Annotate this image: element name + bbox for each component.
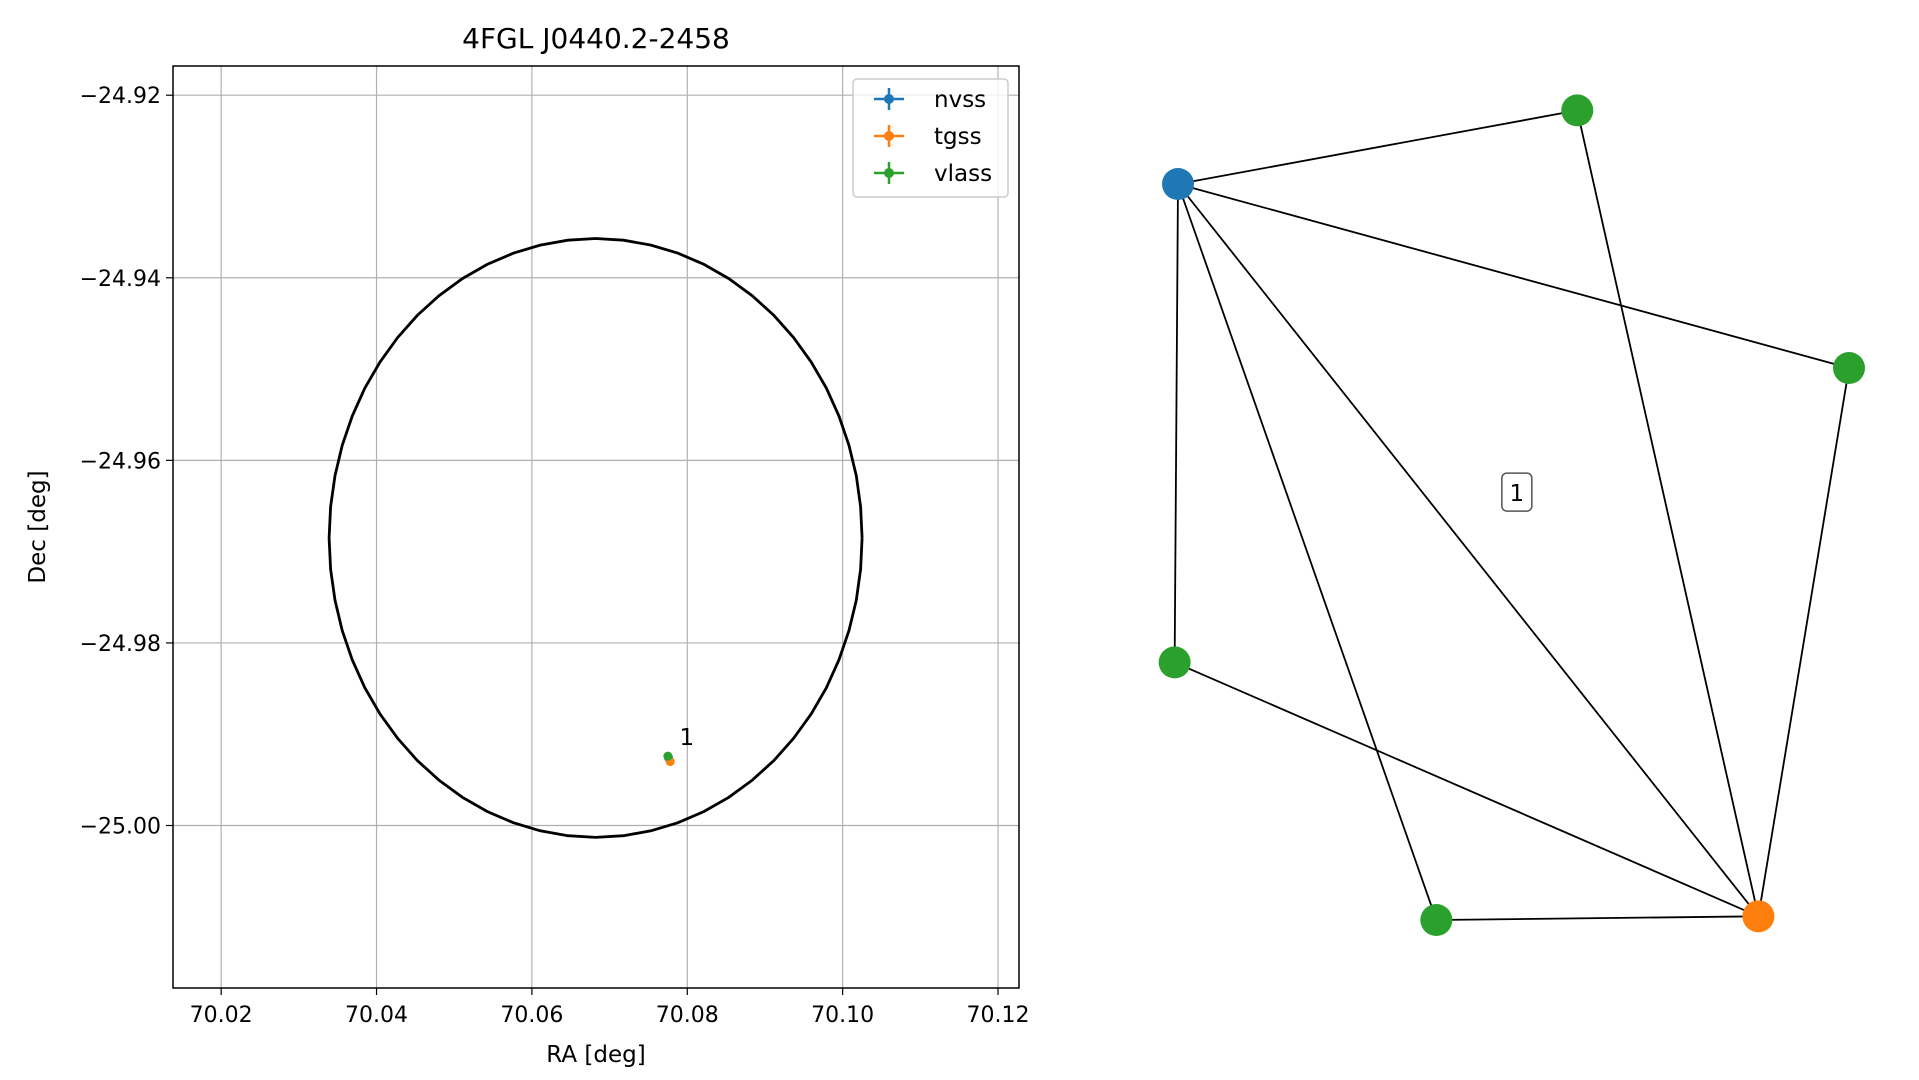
graph-nodes [1158,94,1865,936]
y-axis-label: Dec [deg] [25,470,51,583]
graph-edge [1174,661,1759,918]
graph-node [1561,94,1594,127]
x-tick-label: 70.04 [345,1003,408,1028]
data-point-vlass [663,751,673,761]
graph-label: 1 [1510,481,1525,507]
x-tick-label: 70.10 [811,1003,874,1028]
x-tick-label: 70.08 [656,1003,719,1028]
point-annotation: 1 [680,725,695,751]
legend-frame [852,78,1009,198]
scatter-panel: 70.02 70.04 70.06 70.08 70.10 70.12 −24.92−24… [25,22,1030,1068]
data-points [663,751,675,767]
error-ellipse [327,237,864,839]
y-tick-label: −24.94 [80,267,161,292]
graph-node [1162,168,1194,200]
graph-node [1158,646,1191,679]
graph-label-box [1501,472,1533,512]
graph-edge [1576,110,1760,917]
legend-label-nvss: nvss [934,87,986,113]
graph-node [1420,904,1453,936]
x-tick-label: 70.02 [190,1003,253,1028]
graph-edges [1173,109,1850,921]
chart-title: 4FGL J0440.2-2458 [462,22,730,55]
graph-edge [1757,367,1850,917]
graph-node [1742,900,1775,933]
graph-edge [1177,183,1438,921]
graph-edge [1173,183,1179,663]
ellipse-outline [327,237,864,839]
legend-item-vlass: vlass [874,161,992,187]
legend-label-vlass: vlass [934,161,992,187]
legend-label-tgss: tgss [934,124,982,150]
graph-panel: 1 [1158,94,1865,936]
y-tick-label: −24.98 [80,632,161,657]
legend-item-tgss: tgss [874,124,982,150]
y-tick-label: −24.96 [80,449,161,474]
legend: nvss tgss vlass [852,78,1009,198]
x-tick-label: 70.12 [967,1003,1030,1028]
graph-node [1833,352,1865,384]
legend-item-nvss: nvss [874,87,986,113]
x-axis-label: RA [deg] [546,1042,645,1068]
graph-edge [1177,109,1578,185]
x-tick-label: 70.06 [500,1003,563,1028]
graph-edge [1177,183,1850,369]
x-axis-ticks: 70.02 70.04 70.06 70.08 70.10 70.12 [190,988,1030,1028]
graph-edge [1177,183,1760,917]
y-tick-label: −24.92 [80,84,161,109]
graph-edge [1436,915,1759,921]
plot-frame [172,65,1020,989]
y-axis-ticks: −24.92 −24.94 −24.96 −24.98 −25.00 [80,84,173,840]
grid-lines [173,66,1019,988]
y-tick-label: −25.00 [80,815,161,840]
